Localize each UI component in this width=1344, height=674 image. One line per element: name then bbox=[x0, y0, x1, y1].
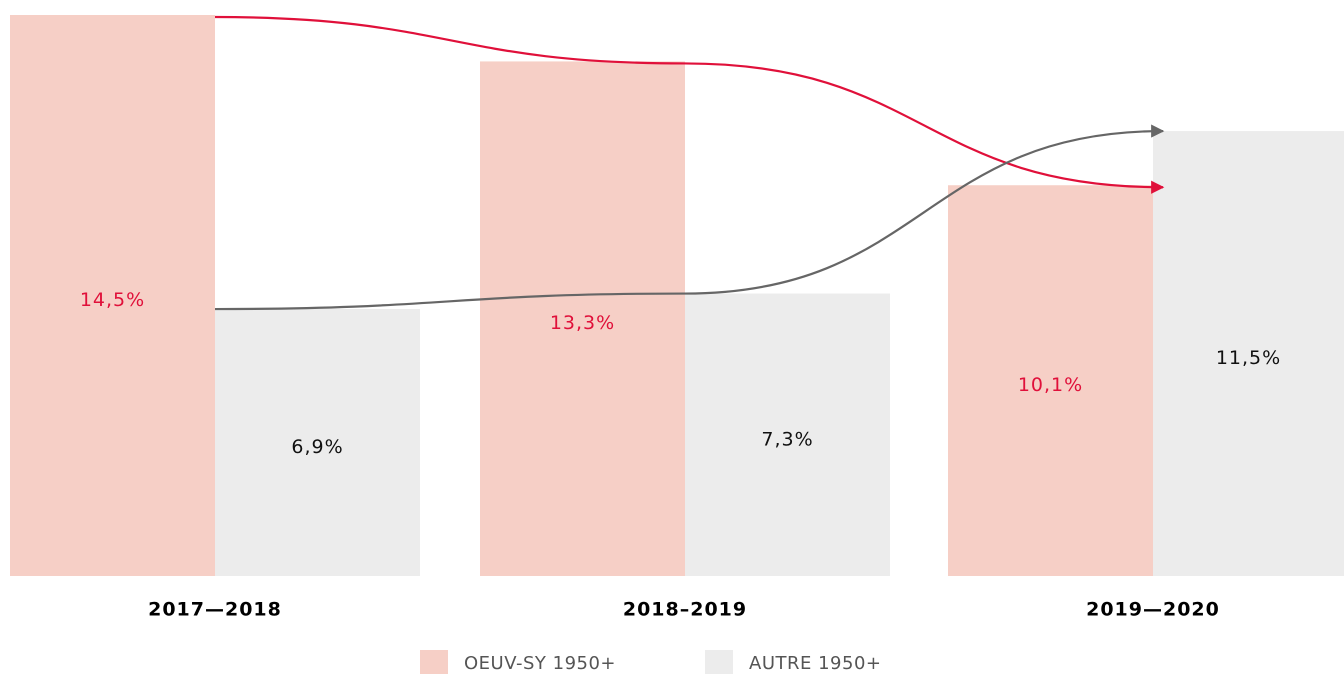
value-label: 11,5% bbox=[1216, 347, 1281, 369]
value-label: 6,9% bbox=[291, 436, 343, 458]
bar bbox=[1153, 131, 1344, 576]
bar bbox=[215, 309, 420, 576]
value-label: 13,3% bbox=[550, 312, 615, 334]
bar bbox=[685, 293, 890, 576]
value-label: 14,5% bbox=[80, 289, 145, 311]
x-tick-label: 2017—2018 bbox=[148, 599, 282, 621]
legend-label: OEUV-SY 1950+ bbox=[464, 653, 616, 674]
legend-label: AUTRE 1950+ bbox=[749, 653, 881, 674]
value-label: 7,3% bbox=[761, 428, 813, 450]
x-tick-label: 2018–2019 bbox=[623, 599, 747, 621]
bar bbox=[10, 15, 215, 576]
x-tick-label: 2019—2020 bbox=[1086, 599, 1220, 621]
value-label: 10,1% bbox=[1018, 374, 1083, 396]
legend-swatch bbox=[705, 650, 733, 674]
trend-line bbox=[214, 15, 1165, 194]
bar bbox=[480, 61, 685, 576]
bar bbox=[948, 185, 1153, 576]
trend-line bbox=[214, 124, 1165, 311]
legend-swatch bbox=[420, 650, 448, 674]
